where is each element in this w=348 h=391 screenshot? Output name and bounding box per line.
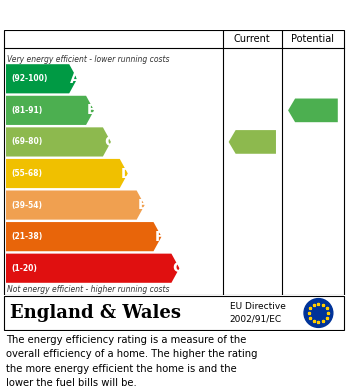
Text: 72: 72 xyxy=(245,135,264,149)
Text: (69-80): (69-80) xyxy=(11,137,42,146)
Text: Energy Efficiency Rating: Energy Efficiency Rating xyxy=(9,7,230,23)
Polygon shape xyxy=(229,130,276,154)
Text: C: C xyxy=(104,135,114,149)
Polygon shape xyxy=(6,64,77,93)
Text: A: A xyxy=(70,72,81,86)
Text: (92-100): (92-100) xyxy=(11,74,47,83)
Polygon shape xyxy=(6,222,161,251)
Text: (21-38): (21-38) xyxy=(11,232,42,241)
Circle shape xyxy=(304,299,333,327)
Text: EU Directive
2002/91/EC: EU Directive 2002/91/EC xyxy=(230,302,286,324)
Polygon shape xyxy=(6,96,94,125)
Text: Not energy efficient - higher running costs: Not energy efficient - higher running co… xyxy=(7,285,169,294)
Text: (1-20): (1-20) xyxy=(11,264,37,273)
Text: B: B xyxy=(87,103,98,117)
Text: The energy efficiency rating is a measure of the
overall efficiency of a home. T: The energy efficiency rating is a measur… xyxy=(6,335,258,388)
Polygon shape xyxy=(288,99,338,122)
Text: (55-68): (55-68) xyxy=(11,169,42,178)
Text: F: F xyxy=(155,230,164,244)
Text: Current: Current xyxy=(234,34,271,44)
Text: England & Wales: England & Wales xyxy=(10,304,181,322)
Text: Very energy efficient - lower running costs: Very energy efficient - lower running co… xyxy=(7,54,169,63)
Text: (81-91): (81-91) xyxy=(11,106,42,115)
Text: D: D xyxy=(121,167,132,181)
Polygon shape xyxy=(6,159,128,188)
Polygon shape xyxy=(6,127,111,156)
Polygon shape xyxy=(6,190,145,220)
Text: (39-54): (39-54) xyxy=(11,201,42,210)
Text: E: E xyxy=(138,198,147,212)
Text: 84: 84 xyxy=(305,103,325,117)
Text: G: G xyxy=(172,261,184,275)
Polygon shape xyxy=(6,254,180,283)
Text: Potential: Potential xyxy=(291,34,334,44)
